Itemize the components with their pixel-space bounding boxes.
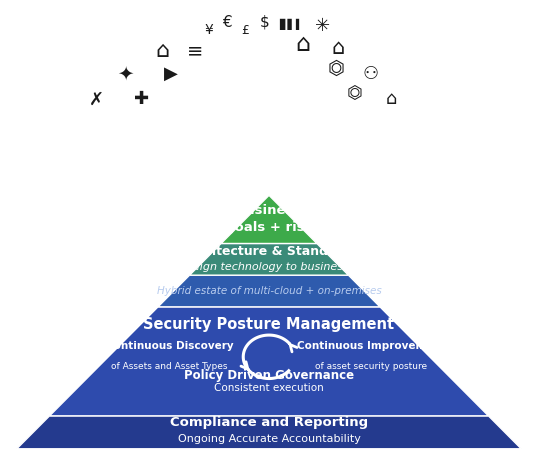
Text: of asset security posture: of asset security posture (315, 362, 427, 371)
Text: ⌂: ⌂ (295, 32, 310, 56)
Text: ≡: ≡ (187, 42, 203, 61)
Text: ⏣: ⏣ (347, 84, 363, 103)
Text: ✦: ✦ (117, 64, 133, 84)
Text: Continuous Discovery: Continuous Discovery (106, 341, 233, 351)
Polygon shape (158, 275, 380, 307)
Text: of Assets and Asset Types: of Assets and Asset Types (111, 362, 228, 371)
Text: ✚: ✚ (134, 90, 149, 109)
Text: Architecture & Standards: Architecture & Standards (180, 245, 358, 258)
Text: Ongoing Accurate Accountability: Ongoing Accurate Accountability (178, 434, 360, 444)
Text: €: € (222, 15, 232, 30)
Text: Continuous Improvement: Continuous Improvement (296, 341, 445, 351)
Text: ▋▌▍: ▋▌▍ (279, 19, 305, 30)
Text: ▶: ▶ (165, 65, 178, 83)
Polygon shape (189, 243, 349, 275)
Text: Policy Driven Governance: Policy Driven Governance (184, 369, 354, 382)
Text: ✳: ✳ (315, 17, 330, 35)
Text: Security Posture Management: Security Posture Management (144, 316, 394, 331)
Text: ⏣: ⏣ (328, 59, 344, 78)
Text: $: $ (260, 15, 270, 30)
Text: ⌂: ⌂ (386, 90, 397, 109)
Text: ✗: ✗ (89, 90, 104, 109)
Polygon shape (17, 416, 521, 449)
Text: Hybrid estate of multi-cloud + on-premises: Hybrid estate of multi-cloud + on-premis… (157, 286, 381, 296)
Text: Business
goals + risk: Business goals + risk (225, 204, 313, 234)
Text: ⌂: ⌂ (331, 38, 344, 58)
Text: ¥: ¥ (204, 23, 213, 37)
Text: ⌂: ⌂ (155, 41, 170, 61)
Text: £: £ (241, 24, 249, 37)
Text: Consistent execution: Consistent execution (214, 383, 324, 393)
Text: Compliance and Reporting: Compliance and Reporting (170, 416, 368, 429)
Text: Align technology to business: Align technology to business (189, 262, 349, 271)
Polygon shape (221, 195, 317, 243)
Polygon shape (49, 307, 489, 416)
Text: ⚇: ⚇ (363, 65, 379, 83)
